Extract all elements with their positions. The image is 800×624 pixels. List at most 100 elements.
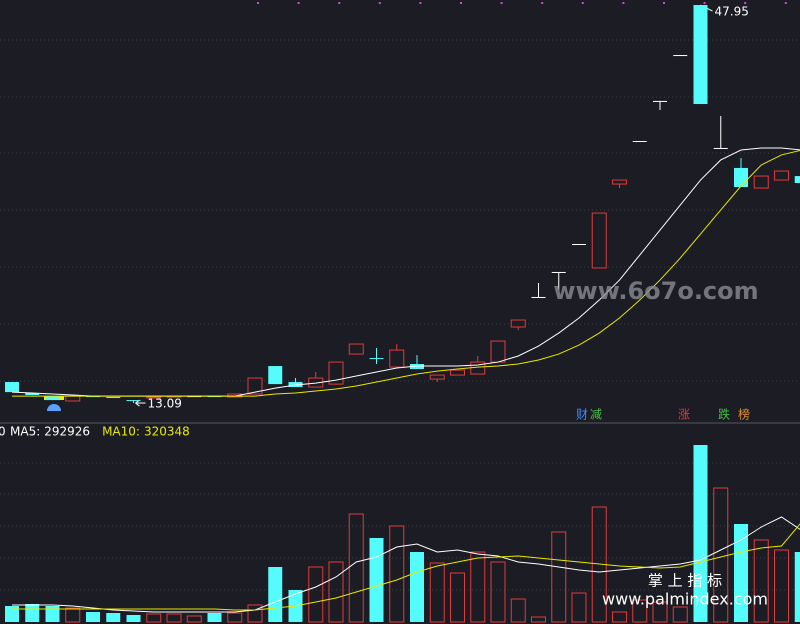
volume-bar [531, 616, 546, 623]
volume-bar [753, 539, 769, 623]
candle-body [45, 396, 60, 401]
volume-ma-line [12, 523, 800, 611]
marker-dot [378, 2, 381, 4]
candle-body [510, 319, 526, 328]
volume-bar [328, 561, 344, 623]
marker-dot [784, 2, 787, 4]
candle-body [227, 393, 243, 398]
volume-bar [389, 525, 405, 623]
candle-body [86, 396, 100, 398]
volume-bar [734, 524, 748, 622]
volume-bar [25, 604, 40, 622]
candle-body [693, 5, 708, 105]
volume-bar [186, 615, 202, 623]
candle-body [673, 55, 688, 57]
signal-tag: 涨 [678, 407, 690, 422]
candle-body [612, 179, 627, 185]
volume-bar [510, 598, 526, 623]
candle-body [65, 395, 81, 402]
volume-bar [470, 551, 486, 623]
volume-bar [774, 549, 789, 623]
watermark: www.palmindex.com [602, 590, 768, 609]
volume-bar [207, 613, 222, 622]
volume-bar [571, 592, 587, 623]
legend-value: 320348 [144, 425, 190, 439]
volume-bar [429, 562, 445, 623]
marker-dot [500, 2, 503, 4]
candle-body [653, 100, 667, 102]
ma-line [12, 149, 800, 397]
volume-bar [126, 615, 141, 622]
candle-body [328, 361, 344, 385]
marker-dot [338, 2, 341, 4]
candle-body [551, 271, 566, 273]
candle-body [348, 343, 364, 355]
volume-bar [146, 613, 162, 623]
volume-bar [45, 606, 60, 622]
candle-body [247, 377, 263, 395]
marker-dot [541, 2, 544, 4]
marker-dot [622, 2, 625, 4]
candle-body [713, 147, 728, 149]
marker-dot [703, 2, 706, 4]
volume-bar [106, 613, 121, 622]
signal-tag: 跌 [718, 407, 730, 422]
marker-dot [663, 2, 665, 4]
candle-body [5, 382, 19, 393]
legend-value: 292926 [44, 425, 90, 439]
signal-marker [47, 404, 61, 411]
candle-body [146, 396, 162, 399]
marker-dot [744, 2, 747, 4]
signal-tag: 财 [576, 408, 588, 422]
volume-bar [551, 531, 567, 623]
marks [5, 5, 800, 623]
candle-body [774, 170, 789, 181]
volume-bar [490, 561, 506, 623]
high-label: 47.95 [715, 5, 749, 19]
volume-bar [652, 601, 668, 623]
volume-bar [247, 604, 263, 623]
marker-dot [460, 2, 462, 4]
candle-body [106, 396, 121, 398]
candle-body [450, 369, 465, 376]
candle-body [591, 212, 607, 269]
candle-body [389, 349, 405, 368]
candle-body [369, 358, 384, 360]
candle-body [25, 392, 40, 396]
candle-body [207, 396, 222, 398]
marker-dot [419, 2, 422, 4]
labels: 0 www.6o7o.com 掌 上 指 标 www.palmindex.com… [0, 5, 768, 609]
volume-bar [86, 612, 100, 622]
volume-bar [410, 552, 424, 622]
marker-dot [297, 2, 300, 4]
legend-name: MA5: [10, 425, 40, 439]
candle-body [126, 400, 141, 402]
volume-bar [268, 567, 283, 622]
watermark: 掌 上 指 标 [648, 572, 722, 590]
volume-bar [632, 599, 648, 623]
signal-tag: 减 [590, 408, 602, 422]
volume-bar [65, 607, 81, 623]
candle-body [429, 374, 445, 380]
legend-name: MA10: [102, 425, 140, 439]
marker-dot [257, 2, 259, 4]
candle-body [308, 377, 324, 388]
candle-body [794, 176, 800, 184]
marker-dot [581, 2, 584, 4]
low-label: 13.09 [148, 397, 182, 411]
volume-ma-line [12, 516, 800, 613]
signal-tag: 榜 [738, 407, 750, 422]
candle-body [753, 175, 769, 189]
volume-bar [794, 552, 800, 622]
volume-bar [450, 572, 465, 623]
candle-body [268, 366, 283, 385]
volume-bar [5, 606, 19, 622]
volume-bar [227, 612, 243, 623]
volume-bar [308, 566, 324, 623]
candle-body [531, 296, 546, 298]
candle-body [734, 167, 748, 188]
cut-label: 0 [0, 425, 6, 439]
volume-bar [612, 611, 627, 623]
